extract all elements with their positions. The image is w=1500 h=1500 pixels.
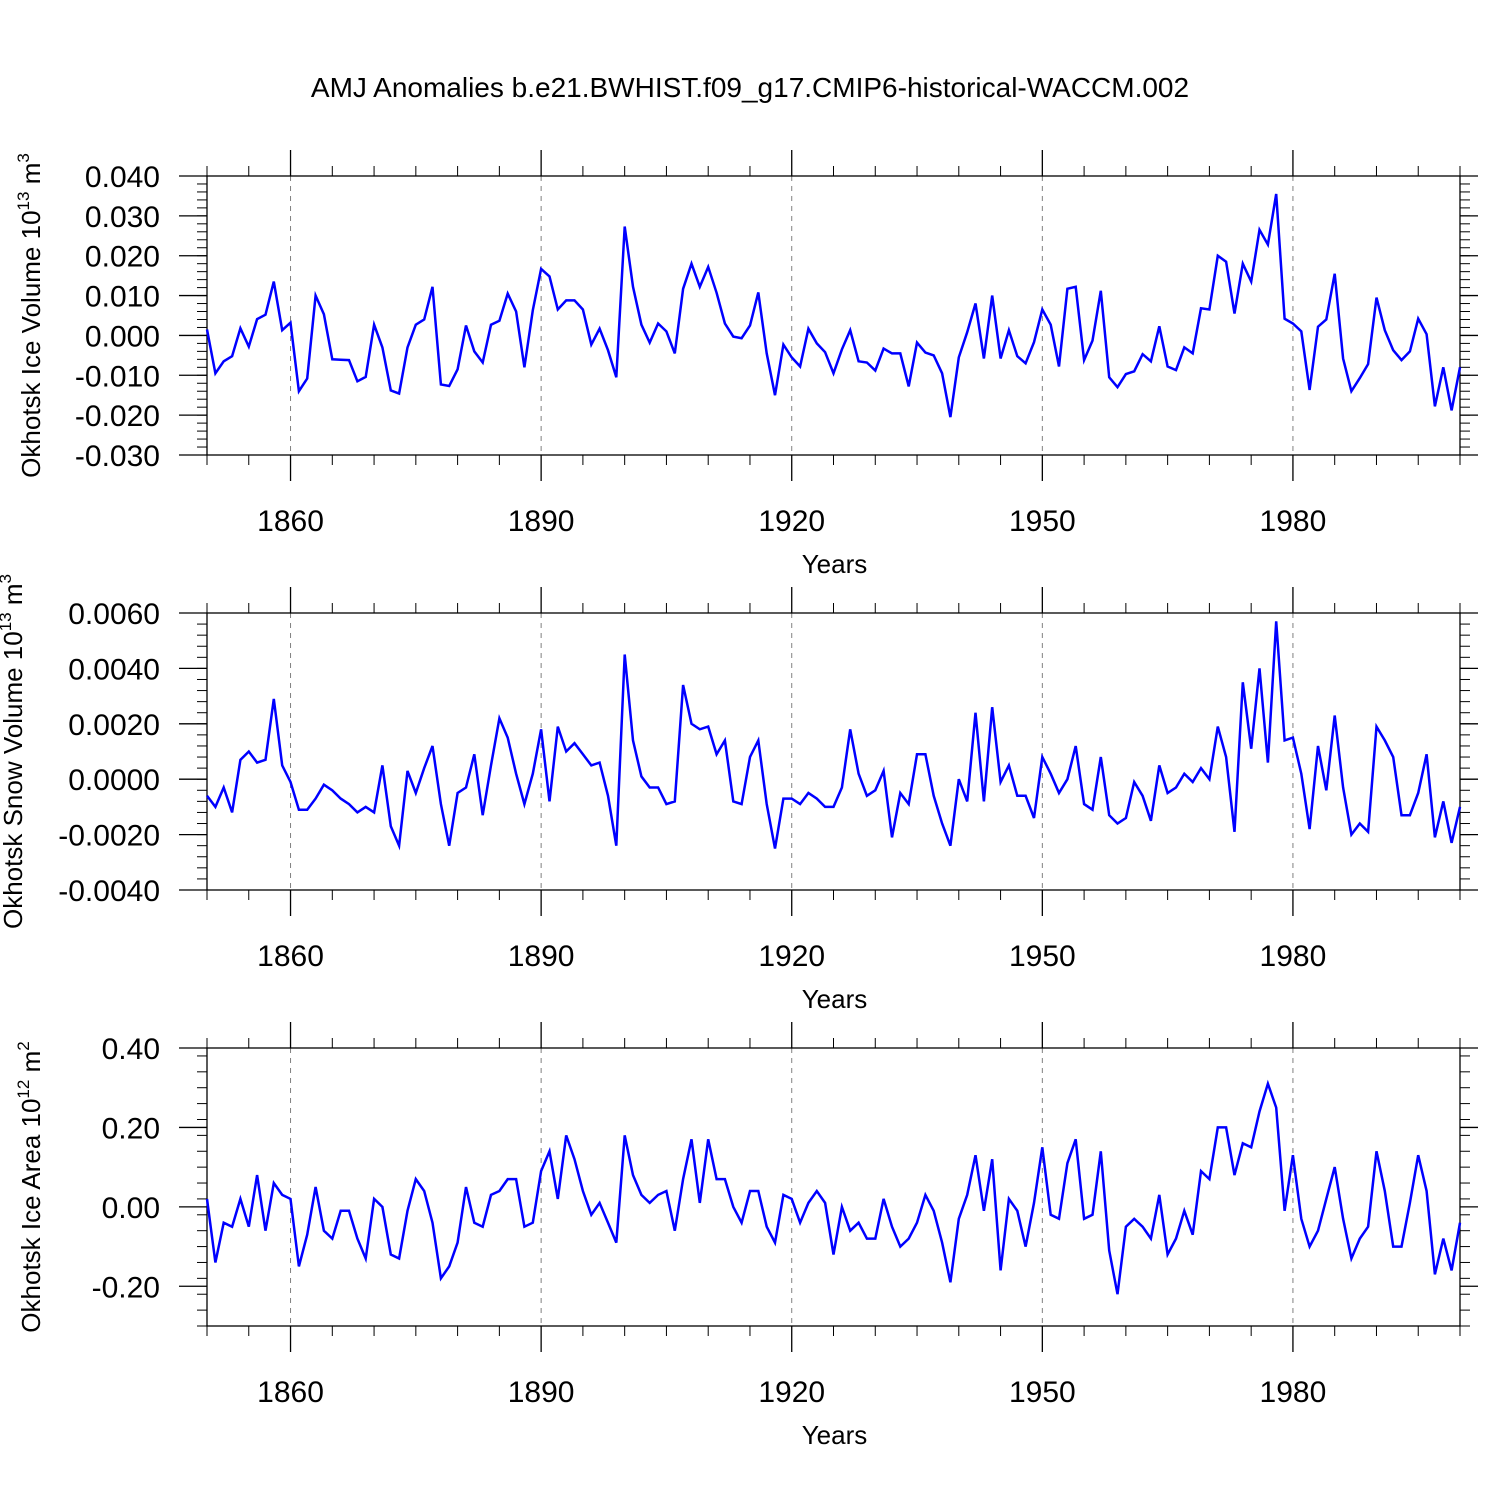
y-tick-label: -0.030 <box>75 440 160 473</box>
series-line <box>205 193 1462 418</box>
x-tick-label: 1890 <box>508 505 575 538</box>
y-tick-label: 0.010 <box>85 281 160 314</box>
series-line <box>205 1079 1462 1295</box>
y-tick-label: -0.0020 <box>58 820 160 853</box>
y-tick-label: 0.030 <box>85 201 160 234</box>
series-line <box>206 621 1462 851</box>
y-axis-label-superscript: 2 <box>14 1041 33 1050</box>
y-axis-label: Okhotsk Snow Volume 1013 m3 <box>0 574 28 929</box>
y-tick-label: 0.040 <box>85 161 160 194</box>
y-axis-label-text: m <box>16 1051 46 1080</box>
y-axis-label-superscript: 13 <box>0 612 15 631</box>
y-tick-label: 0.20 <box>102 1112 160 1145</box>
y-axis-label-superscript: 3 <box>14 153 33 162</box>
x-tick-label: 1950 <box>1009 505 1076 538</box>
y-axis-label-text: m <box>16 163 46 192</box>
x-tick-label: 1890 <box>508 1376 575 1409</box>
plot-frame <box>206 175 1461 456</box>
x-tick-label: 1980 <box>1260 1376 1327 1409</box>
y-tick-label: 0.00 <box>102 1192 160 1225</box>
x-axis-label: Years <box>802 984 868 1014</box>
x-tick-label: 1860 <box>257 505 324 538</box>
panel-3: 1860 1890 1920 1950 1980 -0.20 0.00 0.20 0.40 Yea… <box>14 1022 1478 1450</box>
x-tick-label: 1920 <box>758 940 825 973</box>
y-axis-label-text: Okhotsk Ice Volume 10 <box>16 210 46 477</box>
y-axis-label: Okhotsk Ice Area 1012 m2 <box>14 1041 46 1332</box>
y-tick-label: 0.0020 <box>68 709 160 742</box>
x-axis-label: Years <box>802 549 868 579</box>
y-axis-label-text: Okhotsk Snow Volume 10 <box>0 631 28 929</box>
plot-frame <box>206 612 1461 891</box>
y-tick-label: -0.010 <box>75 360 160 393</box>
y-axis-label: Okhotsk Ice Volume 1013 m3 <box>14 153 46 478</box>
y-tick-label: 0.000 <box>85 320 160 353</box>
y-axis-label-superscript: 3 <box>0 574 15 583</box>
chart-title: AMJ Anomalies b.e21.BWHIST.f09_g17.CMIP6… <box>310 72 1190 103</box>
x-tick-label: 1860 <box>257 940 324 973</box>
y-axis-label-text: Okhotsk Ice Area 10 <box>16 1099 46 1333</box>
y-tick-label: -0.020 <box>75 400 160 433</box>
y-tick-label: -0.20 <box>92 1271 160 1304</box>
y-axis-label-superscript: 13 <box>14 192 33 211</box>
panel-2: 1860 1890 1920 1950 1980 -0.0040 -0.0020 0.0000… <box>0 574 1478 1014</box>
y-tick-label: 0.0000 <box>68 764 160 797</box>
x-tick-label: 1920 <box>758 505 825 538</box>
x-tick-label: 1980 <box>1260 505 1327 538</box>
y-tick-label: 0.40 <box>102 1033 160 1066</box>
x-tick-label: 1920 <box>758 1376 825 1409</box>
plot-frame <box>206 1047 1461 1327</box>
y-axis-label-text: m <box>0 583 28 612</box>
x-tick-label: 1890 <box>508 940 575 973</box>
y-tick-label: 0.0040 <box>68 653 160 686</box>
x-tick-label: 1860 <box>257 1376 324 1409</box>
y-tick-label: 0.0060 <box>68 598 160 631</box>
y-axis-label-superscript: 12 <box>14 1080 33 1099</box>
x-tick-label: 1950 <box>1009 1376 1076 1409</box>
y-tick-label: 0.020 <box>85 241 160 274</box>
x-tick-label: 1980 <box>1260 940 1327 973</box>
x-axis-label: Years <box>802 1420 868 1450</box>
y-tick-label: -0.0040 <box>58 875 160 908</box>
panel-1: 1860 1890 1920 1950 1980 -0.030 -0.020 -0.010 0.… <box>14 150 1478 579</box>
x-tick-label: 1950 <box>1009 940 1076 973</box>
